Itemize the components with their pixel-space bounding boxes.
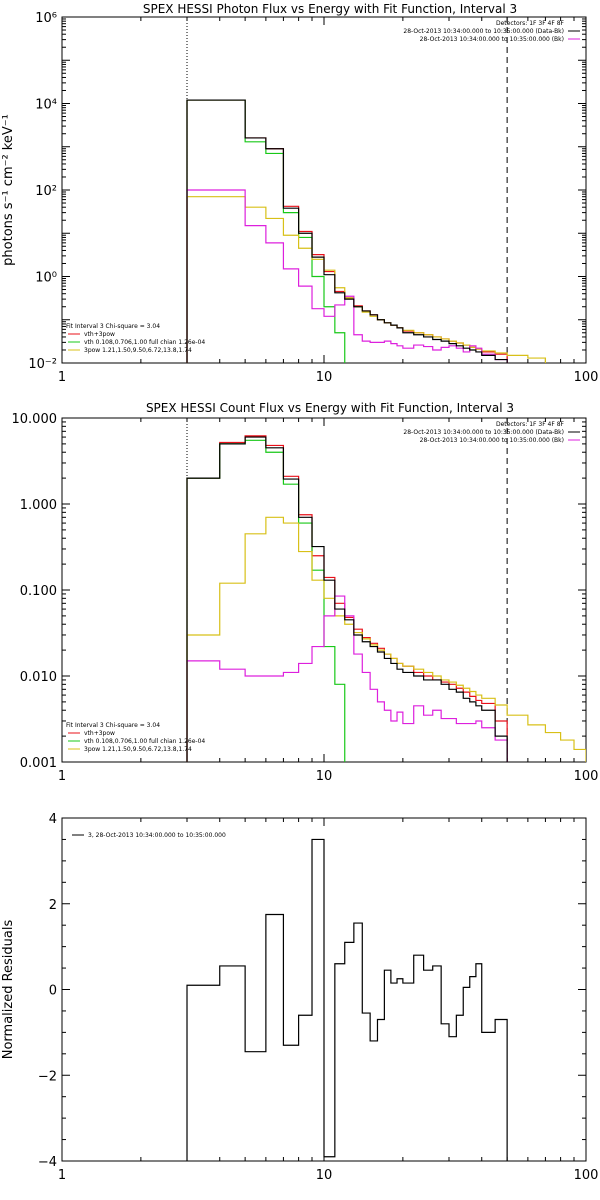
count-flux-legend-right-text: Detectors: 1F 3F 4F 8F xyxy=(496,421,565,428)
count-flux-legend-left-text: 3pow 1.21,1.50,9.50,6.72,13.8,1.74 xyxy=(84,746,192,753)
photon-flux-legend-right-text: 28-Oct-2013 10:34:00.000 to 10:35:00.000… xyxy=(403,28,564,35)
photon-flux-series-3pow xyxy=(186,196,547,363)
residuals-x-tick-label: 10 xyxy=(316,1168,333,1183)
residuals-x-tick-label: 100 xyxy=(574,1168,599,1183)
photon-flux-y-tick-label: 10⁰ xyxy=(35,271,57,286)
count-flux-legend-left-text: vth 0.108,0.706,1.00 full chian 1.26e-04 xyxy=(84,738,205,745)
count-flux-legend-right-text: 28-Oct-2013 10:34:00.000 to 10:35:00.000… xyxy=(403,429,564,436)
count-flux-series-vth-3pow xyxy=(186,435,508,762)
count-flux-panel: SPEX HESSI Count Flux vs Energy with Fit… xyxy=(12,401,599,784)
count-flux-legend-right-text: 28-Oct-2013 10:34:00.000 to 10:35:00.000… xyxy=(420,437,564,444)
photon-flux-x-tick-label: 10 xyxy=(316,370,333,385)
photon-flux-legend-left-text: vth 0.108,0.706,1.00 full chian 1.26e-04 xyxy=(84,339,205,346)
photon-flux-legend-right-text: Detectors: 1F 3F 4F 8F xyxy=(496,20,565,27)
count-flux-legend-left-text: Fit Interval 3 Chi-square = 3.04 xyxy=(66,722,160,729)
photon-flux-panel: SPEX HESSI Photon Flux vs Energy with Fi… xyxy=(1,2,598,385)
photon-flux-legend-left-text: 3pow 1.21,1.50,9.50,6.72,13.8,1.74 xyxy=(84,347,192,354)
count-flux-y-tick-label: 0.010 xyxy=(20,670,57,685)
photon-flux-y-tick-label: 10⁻² xyxy=(28,357,57,372)
photon-flux-series-data xyxy=(186,99,508,363)
photon-flux-legend-left-text: vth+3pow xyxy=(84,331,115,338)
photon-flux-legend-right-text: 28-Oct-2013 10:34:00.000 to 10:35:00.000… xyxy=(420,36,564,43)
photon-flux-legend-left-text: Fit Interval 3 Chi-square = 3.04 xyxy=(66,323,160,330)
residuals-y-tick-label: 2 xyxy=(49,898,57,913)
count-flux-y-tick-label: 1.000 xyxy=(20,498,57,513)
photon-flux-y-tick-label: 10² xyxy=(35,184,57,199)
count-flux-x-tick-label: 100 xyxy=(574,769,599,784)
photon-flux-x-tick-label: 1 xyxy=(58,370,66,385)
photon-flux-y-axis-label: photons s⁻¹ cm⁻² keV⁻¹ xyxy=(1,114,16,266)
residuals-y-axis-label: Normalized Residuals xyxy=(1,920,16,1060)
photon-flux-x-tick-label: 100 xyxy=(574,370,599,385)
count-flux-series-data xyxy=(186,436,508,762)
residuals-y-tick-label: −4 xyxy=(38,1155,57,1170)
count-flux-y-tick-label: 10.000 xyxy=(12,412,58,427)
residuals-series-residuals xyxy=(186,838,508,1161)
photon-flux-y-tick-label: 10⁴ xyxy=(35,98,57,113)
residuals-y-tick-label: −2 xyxy=(38,1069,57,1084)
count-flux-x-tick-label: 10 xyxy=(316,769,333,784)
count-flux-series-3pow xyxy=(186,516,586,762)
residuals-y-tick-label: 0 xyxy=(49,984,57,999)
residuals-y-tick-label: 4 xyxy=(49,812,57,827)
photon-flux-title: SPEX HESSI Photon Flux vs Energy with Fi… xyxy=(143,2,517,16)
count-flux-legend-left-text: vth+3pow xyxy=(84,730,115,737)
count-flux-y-tick-label: 0.001 xyxy=(20,756,57,771)
count-flux-title: SPEX HESSI Count Flux vs Energy with Fit… xyxy=(146,401,514,415)
count-flux-series-vth xyxy=(186,439,346,762)
photon-flux-y-tick-label: 10⁶ xyxy=(35,11,57,26)
residuals-panel: 1 10 100 −4 −2 0 2 4 Normalized Residuals 3, 28-O… xyxy=(1,812,598,1183)
residuals-legend-text: 3, 28-Oct-2013 10:34:00.000 to 10:35:00.… xyxy=(88,832,226,839)
count-flux-x-tick-label: 1 xyxy=(58,769,66,784)
count-flux-series-background xyxy=(186,595,508,762)
residuals-x-tick-label: 1 xyxy=(58,1168,66,1183)
photon-flux-series-vth-3pow xyxy=(186,99,508,363)
photon-flux-series-background xyxy=(186,189,508,363)
count-flux-y-tick-label: 0.100 xyxy=(20,584,57,599)
